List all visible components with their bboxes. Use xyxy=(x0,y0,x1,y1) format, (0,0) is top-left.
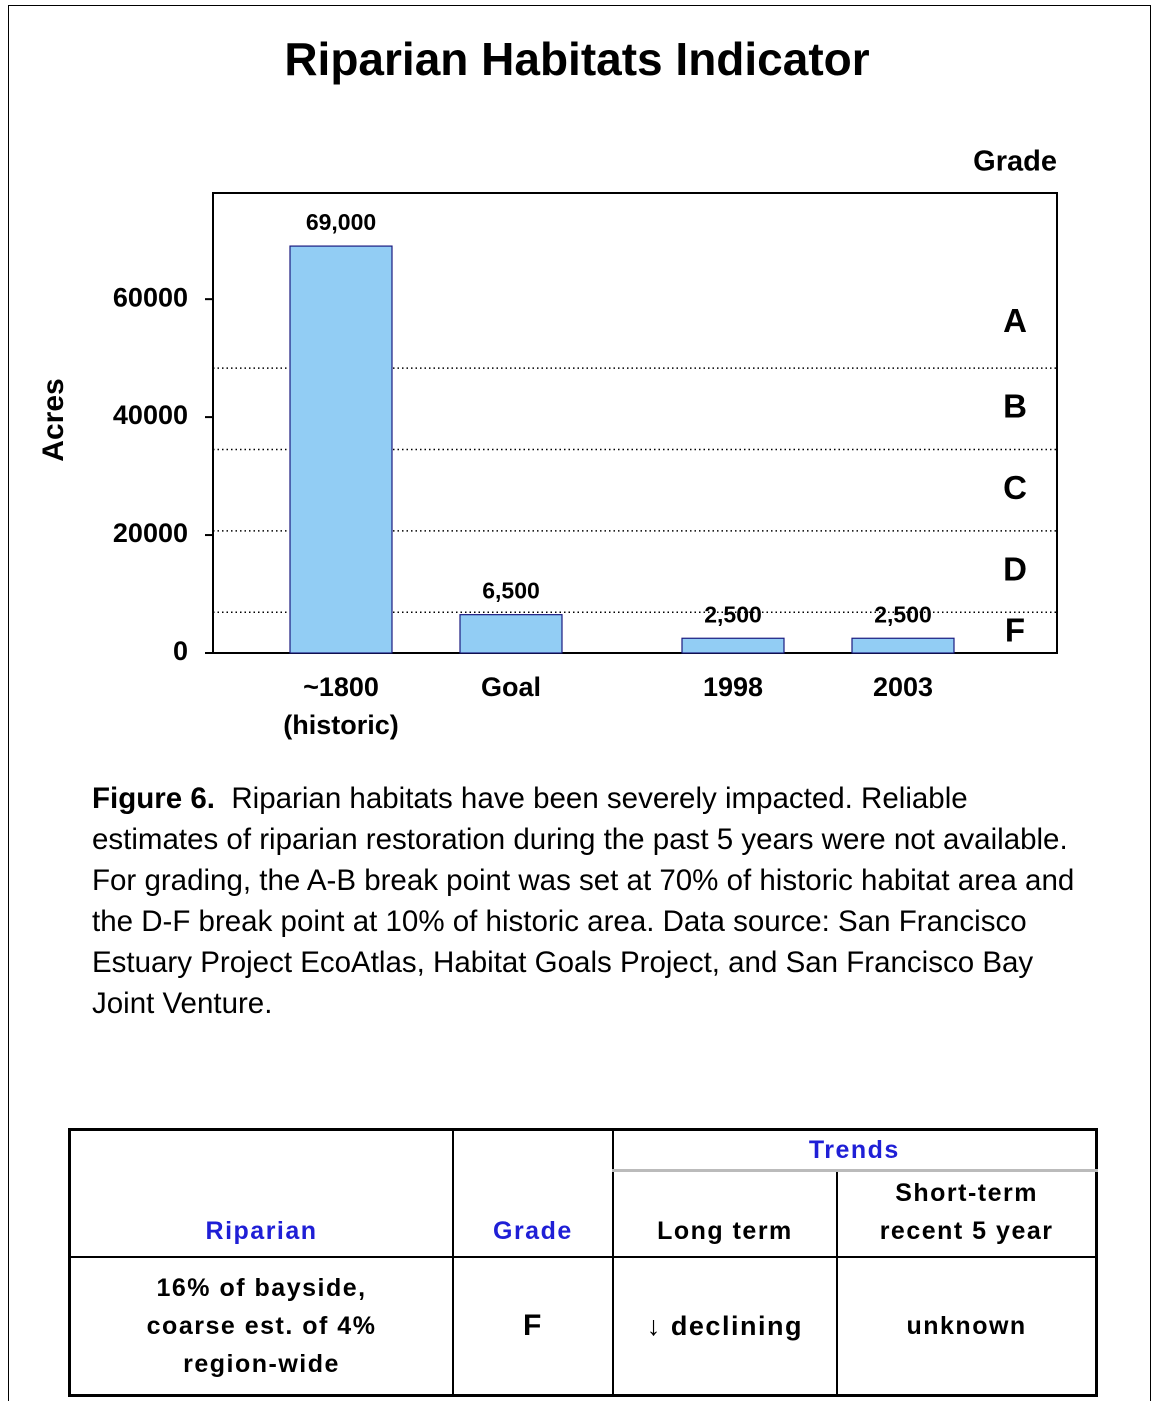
caption-text: Riparian habitats have been severely imp… xyxy=(92,782,1075,1020)
data-label: 69,000 xyxy=(306,209,376,235)
y-tick-label: 20000 xyxy=(113,518,188,548)
grade-letter: A xyxy=(1003,302,1027,339)
grade-label: Grade xyxy=(973,146,1057,178)
plot-area xyxy=(212,192,1058,654)
header-short-term: Short-term recent 5 year xyxy=(836,1169,1098,1258)
chart-title: Riparian Habitats Indicator xyxy=(284,33,869,85)
bar xyxy=(851,637,955,654)
y-tick-label: 40000 xyxy=(113,400,188,430)
header-grade: Grade xyxy=(452,1128,614,1258)
bar xyxy=(681,637,785,654)
x-tick-label: Goal xyxy=(480,672,541,702)
caption-label: Figure 6. xyxy=(92,782,215,815)
y-axis-label: Acres xyxy=(37,378,70,461)
row-grade: F xyxy=(452,1255,614,1397)
bar xyxy=(459,614,563,654)
y-tick-label: 0 xyxy=(173,636,188,666)
data-label: 2,500 xyxy=(704,601,762,627)
header-trends: Trends xyxy=(611,1128,1098,1172)
summary-table: Riparian Grade Trends Long term Short-te… xyxy=(68,1128,1098,1397)
header-long-term: Long term xyxy=(611,1169,839,1258)
grade-letter: B xyxy=(1003,388,1027,425)
x-tick-label: 2003 xyxy=(872,672,934,702)
grade-letter: C xyxy=(1003,469,1027,506)
row-long-term: ↓ declining xyxy=(611,1255,839,1397)
data-label: 6,500 xyxy=(482,578,540,604)
row-short-term: unknown xyxy=(836,1255,1098,1397)
x-tick-label: ~1800 (historic) xyxy=(283,672,399,740)
row-indicator: 16% of bayside, coarse est. of 4% region… xyxy=(68,1255,455,1397)
grade-letter: F xyxy=(1005,611,1025,648)
frame xyxy=(8,5,1151,1401)
grade-letter: D xyxy=(1003,550,1027,587)
x-tick-label: 1998 xyxy=(702,672,764,702)
data-label: 2,500 xyxy=(874,601,932,627)
caption: Figure 6. Riparian habitats have been se… xyxy=(92,778,1082,1024)
header-indicator: Riparian xyxy=(68,1128,455,1258)
y-tick-label: 60000 xyxy=(113,282,188,312)
bar xyxy=(289,245,393,654)
